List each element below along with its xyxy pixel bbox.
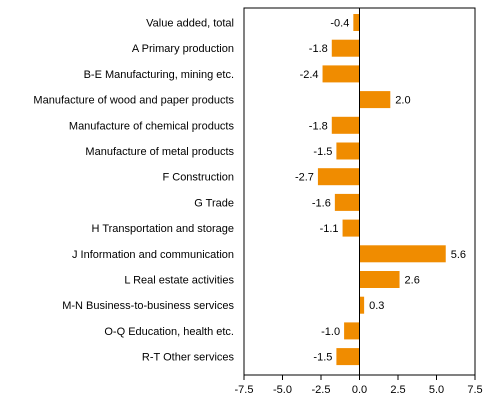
value-label: -1.1 — [320, 223, 339, 235]
bar — [317, 168, 360, 186]
category-label: Manufacture of metal products — [85, 146, 234, 158]
category-label: Manufacture of wood and paper products — [33, 95, 234, 107]
category-label: R-T Other services — [142, 352, 235, 364]
value-label: -1.8 — [309, 120, 328, 132]
category-label: F Construction — [162, 172, 234, 184]
category-label: O-Q Education, health etc. — [104, 326, 234, 338]
value-label: -1.8 — [309, 43, 328, 55]
bar — [331, 39, 360, 57]
x-tick-label: 5.0 — [429, 384, 444, 396]
bar — [353, 14, 360, 31]
bar — [359, 245, 446, 263]
value-label: -0.4 — [330, 18, 349, 30]
value-label: 2.0 — [395, 95, 410, 107]
category-label: H Transportation and storage — [92, 223, 234, 235]
bar — [334, 193, 360, 211]
bar — [331, 116, 360, 134]
category-label: L Real estate activities — [124, 275, 234, 287]
x-tick-label: 2.5 — [390, 384, 405, 396]
value-label: 2.6 — [405, 275, 420, 287]
x-tick-label: -2.5 — [312, 384, 331, 396]
value-label: -2.7 — [295, 172, 314, 184]
value-label: 5.6 — [451, 249, 466, 261]
category-label: Manufacture of chemical products — [69, 120, 235, 132]
category-label: J Information and communication — [72, 249, 234, 261]
x-tick-label: -5.0 — [273, 384, 292, 396]
category-label: M-N Business-to-business services — [62, 300, 234, 312]
bar — [342, 219, 360, 237]
bar — [359, 91, 391, 109]
value-label: -1.5 — [313, 146, 332, 158]
bar — [322, 65, 360, 83]
bar — [336, 142, 360, 160]
bar — [344, 322, 360, 340]
category-label: G Trade — [194, 197, 234, 209]
category-label: B-E Manufacturing, mining etc. — [84, 69, 234, 81]
bar — [359, 271, 400, 288]
x-tick-label: 0.0 — [352, 384, 367, 396]
value-label: -1.0 — [321, 326, 340, 338]
value-label: -2.4 — [300, 69, 319, 81]
category-label: A Primary production — [132, 43, 234, 55]
category-label: Value added, total — [146, 18, 234, 30]
value-label: -1.6 — [312, 197, 331, 209]
value-label: -1.5 — [313, 352, 332, 364]
x-tick-label: -7.5 — [235, 384, 254, 396]
bar — [359, 296, 365, 314]
value-label: 0.3 — [369, 300, 384, 312]
bar — [336, 348, 360, 366]
x-tick-label: 7.5 — [467, 384, 482, 396]
